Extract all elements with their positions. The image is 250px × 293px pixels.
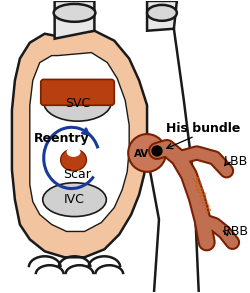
Ellipse shape: [44, 84, 111, 121]
FancyBboxPatch shape: [40, 79, 114, 105]
Ellipse shape: [128, 134, 165, 172]
Polygon shape: [12, 31, 146, 257]
Circle shape: [152, 146, 161, 156]
Polygon shape: [30, 53, 129, 231]
Text: AV: AV: [133, 149, 148, 159]
Polygon shape: [146, 1, 176, 31]
Text: LBB: LBB: [222, 155, 247, 168]
Text: septum: septum: [188, 175, 211, 215]
Polygon shape: [54, 1, 94, 39]
Ellipse shape: [146, 5, 176, 21]
Ellipse shape: [60, 149, 86, 171]
Text: IVC: IVC: [64, 193, 84, 206]
Ellipse shape: [42, 183, 106, 217]
Text: RBB: RBB: [222, 225, 248, 238]
Text: Reentry: Reentry: [34, 132, 89, 144]
Ellipse shape: [66, 147, 80, 157]
Text: SVC: SVC: [64, 97, 90, 110]
Ellipse shape: [54, 4, 95, 22]
Text: His bundle: His bundle: [165, 122, 239, 134]
Text: Scar: Scar: [63, 168, 91, 181]
